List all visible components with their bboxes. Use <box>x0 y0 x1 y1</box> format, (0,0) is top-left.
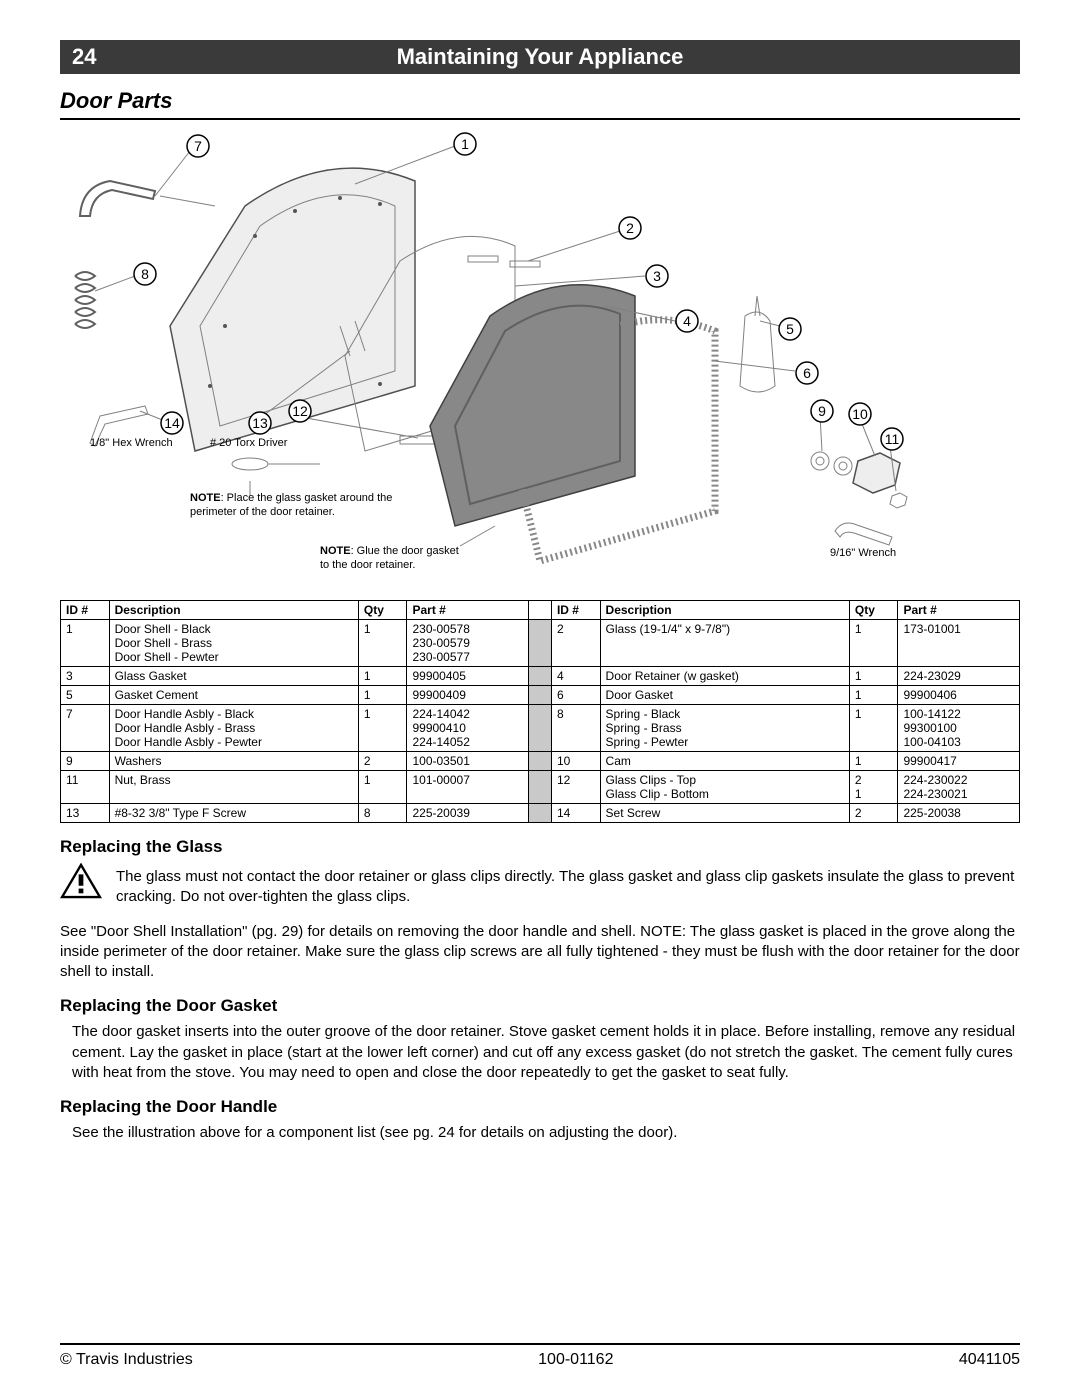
table-row: 11Nut, Brass1101-0000712Glass Clips - To… <box>61 771 1020 804</box>
table-row: 13#8-32 3/8" Type F Screw8225-2003914Set… <box>61 804 1020 823</box>
warning-icon <box>60 863 102 899</box>
heading-replacing-glass: Replacing the Glass <box>60 837 1020 857</box>
table-row: 7Door Handle Asbly - BlackDoor Handle As… <box>61 705 1020 752</box>
callout-3: 3 <box>646 265 668 287</box>
table-row: 5Gasket Cement1999004096Door Gasket19990… <box>61 686 1020 705</box>
callout-1: 1 <box>454 133 476 155</box>
svg-text:to the door retainer.: to the door retainer. <box>320 559 415 571</box>
header-bar: 24 Maintaining Your Appliance <box>60 40 1020 74</box>
callout-9: 9 <box>811 400 833 422</box>
svg-text:# 20 Torx Driver: # 20 Torx Driver <box>210 437 288 449</box>
th-part-r: Part # <box>898 601 1020 620</box>
th-desc-l: Description <box>109 601 358 620</box>
svg-text:10: 10 <box>852 406 868 422</box>
heading-replacing-gasket: Replacing the Door Gasket <box>60 996 1020 1016</box>
table-row: 9Washers2100-0350110Cam199900417 <box>61 752 1020 771</box>
th-part-l: Part # <box>407 601 528 620</box>
parts-table: ID # Description Qty Part # ID # Descrip… <box>60 600 1020 823</box>
handle-body: See the illustration above for a compone… <box>72 1123 1020 1143</box>
svg-text:3: 3 <box>653 268 661 284</box>
callout-8: 8 <box>134 263 156 285</box>
svg-text:NOTE: Glue the door gasket: NOTE: Glue the door gasket <box>320 545 459 557</box>
th-qty-r: Qty <box>849 601 898 620</box>
svg-text:2: 2 <box>626 220 634 236</box>
exploded-diagram: 1 2 3 4 5 6 7 8 9 10 11 12 13 14 1/8" He… <box>60 126 1020 596</box>
callout-13: 13 <box>249 412 271 434</box>
svg-text:NOTE: Place the glass gasket a: NOTE: Place the glass gasket around the <box>190 492 392 504</box>
page-number: 24 <box>72 44 132 70</box>
th-id-l: ID # <box>61 601 110 620</box>
th-id-r: ID # <box>551 601 600 620</box>
svg-text:11: 11 <box>885 431 900 447</box>
callout-14: 14 <box>161 412 183 434</box>
footer-center: 100-01162 <box>538 1351 613 1369</box>
svg-text:4: 4 <box>683 313 691 329</box>
svg-text:9: 9 <box>818 403 826 419</box>
svg-text:14: 14 <box>164 415 180 431</box>
callout-11: 11 <box>881 428 903 450</box>
glass-warning: The glass must not contact the door reta… <box>116 867 1020 908</box>
th-desc-r: Description <box>600 601 849 620</box>
footer-right: 4041105 <box>959 1351 1020 1369</box>
section-title: Door Parts <box>60 82 1020 120</box>
svg-text:12: 12 <box>292 403 308 419</box>
callout-4: 4 <box>676 310 698 332</box>
heading-replacing-handle: Replacing the Door Handle <box>60 1097 1020 1117</box>
svg-text:perimeter of the door retainer: perimeter of the door retainer. <box>190 506 335 518</box>
svg-text:8: 8 <box>141 266 149 282</box>
footer-left: © Travis Industries <box>60 1351 193 1369</box>
callout-6: 6 <box>796 362 818 384</box>
gasket-body: The door gasket inserts into the outer g… <box>72 1022 1020 1083</box>
footer: © Travis Industries 100-01162 4041105 <box>60 1343 1020 1369</box>
callout-2: 2 <box>619 217 641 239</box>
svg-text:13: 13 <box>252 415 268 431</box>
svg-text:1/8" Hex Wrench: 1/8" Hex Wrench <box>90 437 173 449</box>
svg-text:1: 1 <box>461 136 469 152</box>
glass-body: See "Door Shell Installation" (pg. 29) f… <box>60 922 1020 983</box>
callout-7: 7 <box>187 135 209 157</box>
svg-text:6: 6 <box>803 365 811 381</box>
svg-text:9/16" Wrench: 9/16" Wrench <box>830 547 896 559</box>
callout-5: 5 <box>779 318 801 340</box>
table-row: 1Door Shell - BlackDoor Shell - BrassDoo… <box>61 620 1020 667</box>
callout-12: 12 <box>289 400 311 422</box>
th-qty-l: Qty <box>358 601 407 620</box>
svg-text:7: 7 <box>194 138 202 154</box>
svg-text:5: 5 <box>786 321 794 337</box>
callout-10: 10 <box>849 403 871 425</box>
page-title: Maintaining Your Appliance <box>132 44 948 70</box>
table-row: 3Glass Gasket1999004054Door Retainer (w … <box>61 667 1020 686</box>
